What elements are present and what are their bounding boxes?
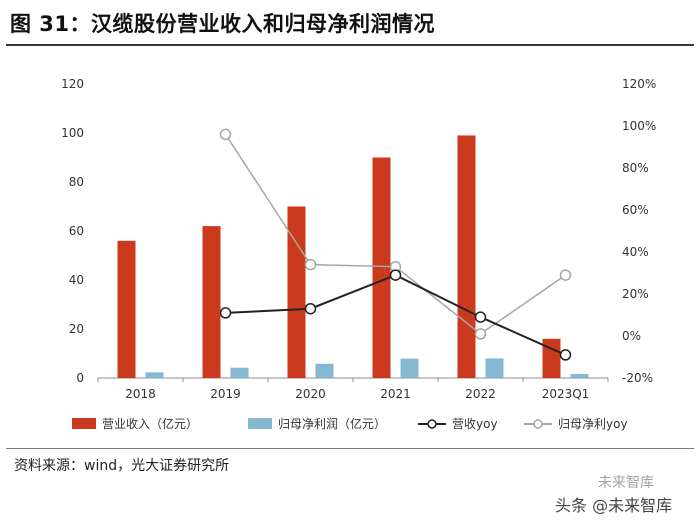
- category-label: 2018: [125, 387, 156, 401]
- chart-title: 图 31：汉缆股份营业收入和归母净利润情况: [10, 12, 436, 36]
- axes: 0 20 40 60 80 100 120 -20% 0% 20% 40% 60% 80% 100% 120…: [61, 77, 656, 401]
- legend-revenue-yoy-swatch-marker: [427, 419, 437, 429]
- left-tick-label: 60: [69, 224, 84, 238]
- revenue-bar: [372, 157, 391, 378]
- legend-profit-yoy-swatch-marker: [533, 419, 543, 429]
- left-tick-label: 0: [76, 371, 84, 385]
- legend-profit-label: 归母净利润（亿元）: [278, 416, 386, 431]
- revenue-yoy-point: [474, 311, 487, 323]
- revenue-bar: [542, 338, 561, 378]
- bars: [117, 135, 589, 378]
- left-tick-label: 40: [69, 273, 84, 287]
- right-tick-label: 80%: [622, 161, 649, 175]
- right-tick-label: 100%: [622, 119, 656, 133]
- left-tick-label: 100: [61, 126, 84, 140]
- right-tick-label: 40%: [622, 245, 649, 259]
- profit-yoy-point: [219, 128, 232, 141]
- left-tick-label: 20: [69, 322, 84, 336]
- left-tick-label: 80: [69, 175, 84, 189]
- profit-yoy-point: [559, 269, 572, 281]
- yoy-lines: [219, 128, 572, 361]
- category-label: 2022: [465, 387, 496, 401]
- profit-bar: [145, 372, 164, 378]
- legend: 营业收入（亿元） 归母净利润（亿元） 营收yoy 归母净利yoy: [72, 416, 628, 431]
- revenue-yoy-point: [559, 349, 572, 361]
- watermark-logo-text: 未来智库: [598, 475, 654, 491]
- revenue-bar: [457, 135, 476, 378]
- profit-bar: [315, 363, 334, 378]
- right-tick-label: 20%: [622, 287, 649, 301]
- right-tick-label: 60%: [622, 203, 649, 217]
- profit-yoy-point: [474, 328, 487, 340]
- revenue-bar: [202, 226, 221, 378]
- right-tick-label: 0%: [622, 329, 641, 343]
- category-label: 2023Q1: [542, 387, 590, 401]
- right-tick-label: 120%: [622, 77, 656, 91]
- category-label: 2021: [380, 387, 411, 401]
- profit-bar: [570, 374, 589, 378]
- legend-profit-swatch: [248, 418, 272, 429]
- revenue-yoy-point: [219, 307, 232, 319]
- legend-revenue-swatch: [72, 418, 96, 429]
- revenue-yoy-point: [304, 302, 317, 315]
- profit-bar: [485, 358, 504, 378]
- source-note: 资料来源：wind，光大证券研究所: [14, 458, 230, 474]
- profit-bar: [230, 367, 249, 378]
- revenue-yoy-line: [225, 274, 566, 356]
- left-tick-label: 120: [61, 77, 84, 91]
- source-divider: [6, 448, 694, 449]
- category-label: 2020: [295, 387, 326, 401]
- revenue-bar: [117, 240, 136, 378]
- legend-revenue-label: 营业收入（亿元）: [102, 416, 198, 431]
- legend-profit-yoy-label: 归母净利yoy: [558, 417, 628, 431]
- profit-bar: [400, 358, 419, 378]
- watermark-caption: 头条 @未来智库: [555, 496, 673, 515]
- right-tick-label: -20%: [622, 371, 653, 385]
- revenue-yoy-point: [389, 269, 402, 281]
- category-label: 2019: [210, 387, 241, 401]
- profit-yoy-point: [304, 258, 317, 271]
- title-divider: [6, 44, 694, 46]
- profit-yoy-line: [224, 133, 566, 335]
- legend-revenue-yoy-label: 营收yoy: [452, 417, 498, 431]
